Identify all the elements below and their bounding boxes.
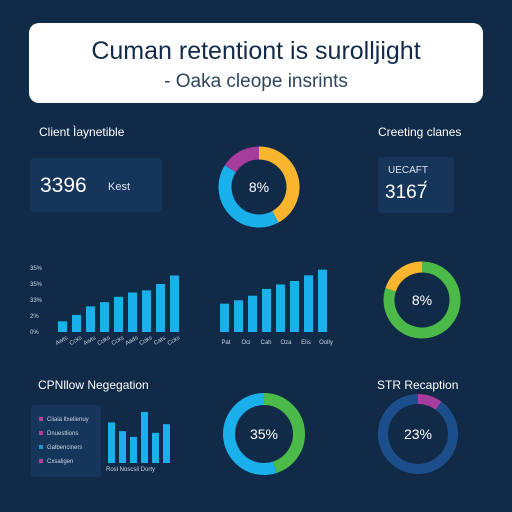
donut-slice: [218, 165, 279, 228]
bar: [156, 284, 165, 332]
section-label-client: Client Ìaynetible: [39, 125, 125, 139]
section-label-navigation: CPNllow Negegation: [38, 378, 149, 392]
section-label-creeting: Creeting clanes: [378, 125, 462, 139]
donut-slice: [258, 146, 300, 223]
x-tick-label: Cats: [153, 335, 167, 346]
bar: [163, 424, 170, 463]
bar: [276, 284, 285, 332]
legend-label: Dnuestlions: [47, 431, 79, 437]
donut-slice: [223, 393, 277, 475]
bar: [318, 269, 327, 332]
bar: [108, 422, 115, 463]
bar-chart-navigation: Rosl Noscsil Dorty: [106, 411, 170, 473]
bar: [128, 292, 137, 332]
donut-chart-reception: 23%: [378, 394, 458, 474]
x-tick-label: Ccks: [111, 335, 126, 347]
kpi-caption: Kest: [108, 181, 131, 193]
x-axis-label: Rosl Noscsil Dorty: [106, 467, 155, 473]
x-tick-label: Pat: [221, 340, 230, 346]
legend-card: Ciiaia ltxelienuy Dnuestlions Galbencine…: [31, 405, 101, 477]
y-tick-label: 33%: [30, 298, 43, 304]
donut-slice: [383, 261, 461, 339]
bar: [114, 296, 123, 332]
donut-center-label: 8%: [249, 179, 269, 195]
x-tick-label: Ccks: [167, 335, 182, 347]
x-tick-label: Elis: [301, 340, 311, 346]
kpi-value: 3167́: [385, 182, 428, 203]
bar: [262, 288, 271, 332]
bar: [248, 295, 257, 332]
bar: [220, 303, 229, 332]
x-tick-label: Oza: [280, 340, 292, 346]
page-subtitle: - Oaka cleope insrints: [164, 71, 348, 92]
legend-swatch: [39, 417, 43, 422]
x-tick-label: Oolly: [319, 340, 333, 346]
x-tick-label: Awts: [55, 335, 69, 347]
x-tick-label: Cah: [260, 340, 271, 346]
x-tick-label: Coks: [139, 335, 154, 347]
kpi-value: 3396: [40, 174, 87, 197]
bar: [152, 432, 159, 463]
bar-chart-retention: 35%35%33%2%0%Awts Ccks Awts Coks Ccks Aads Cok…: [30, 266, 182, 347]
bar: [130, 436, 137, 463]
bar: [141, 411, 148, 463]
donut-chart-creeting: 8%: [383, 261, 461, 339]
bar: [72, 314, 81, 332]
bar: [234, 300, 243, 332]
donut-center-label: 35%: [250, 426, 278, 442]
section-label-reception: STR Recaption: [377, 378, 459, 392]
legend-label: Galbenciners: [47, 445, 83, 451]
legend-item: Cxsaligen: [39, 459, 73, 465]
legend-label: Ciiaia ltxelienuy: [47, 417, 89, 423]
donut-slice: [385, 261, 423, 292]
x-tick-label: Awts: [83, 335, 97, 347]
y-tick-label: 0%: [30, 330, 39, 336]
donut-slice: [378, 394, 458, 474]
page-title: Cuman retentiont is surolljight: [91, 37, 421, 65]
legend-item: Galbenciners: [39, 445, 82, 451]
bar: [86, 306, 95, 332]
bar: [119, 431, 126, 463]
legend-item: Ciiaia ltxelienuy: [39, 417, 89, 423]
donut-slice: [263, 393, 305, 473]
bar: [170, 275, 179, 332]
donut-center-label: 23%: [404, 426, 432, 442]
donut-slice: [224, 146, 260, 173]
bar: [290, 281, 299, 332]
legend-item: Dnuestlions: [39, 431, 78, 437]
y-tick-label: 35%: [30, 266, 43, 272]
legend-swatch: [39, 459, 43, 464]
legend-label: Cxsaligen: [47, 459, 74, 465]
x-tick-label: Coks: [97, 335, 112, 347]
bar: [58, 321, 67, 332]
donut-slice: [417, 394, 442, 410]
donut-chart-navigation: 35%: [223, 393, 305, 475]
donut-center-label: 8%: [412, 292, 432, 308]
x-tick-label: Oci: [242, 340, 251, 346]
y-tick-label: 2%: [30, 314, 39, 320]
bar: [304, 275, 313, 332]
bar: [142, 290, 151, 332]
x-tick-label: Aads: [125, 335, 140, 347]
kpi-card-left: 3396 Kest: [30, 158, 162, 212]
legend-swatch: [39, 431, 43, 436]
kpi-caption: UECAFT: [388, 165, 428, 176]
donut-chart-client: 8%: [218, 146, 300, 228]
header-card: Cuman retentiont is surolljight - Oaka c…: [29, 23, 483, 103]
y-tick-label: 35%: [30, 282, 43, 288]
kpi-card-right: UECAFT 3167́: [378, 157, 454, 213]
legend-swatch: [39, 445, 43, 450]
bar: [100, 302, 109, 332]
bar-chart-trend: Pat Oci Cah Oza Elis Oolly: [220, 269, 333, 346]
x-tick-label: Ccks: [69, 335, 84, 347]
